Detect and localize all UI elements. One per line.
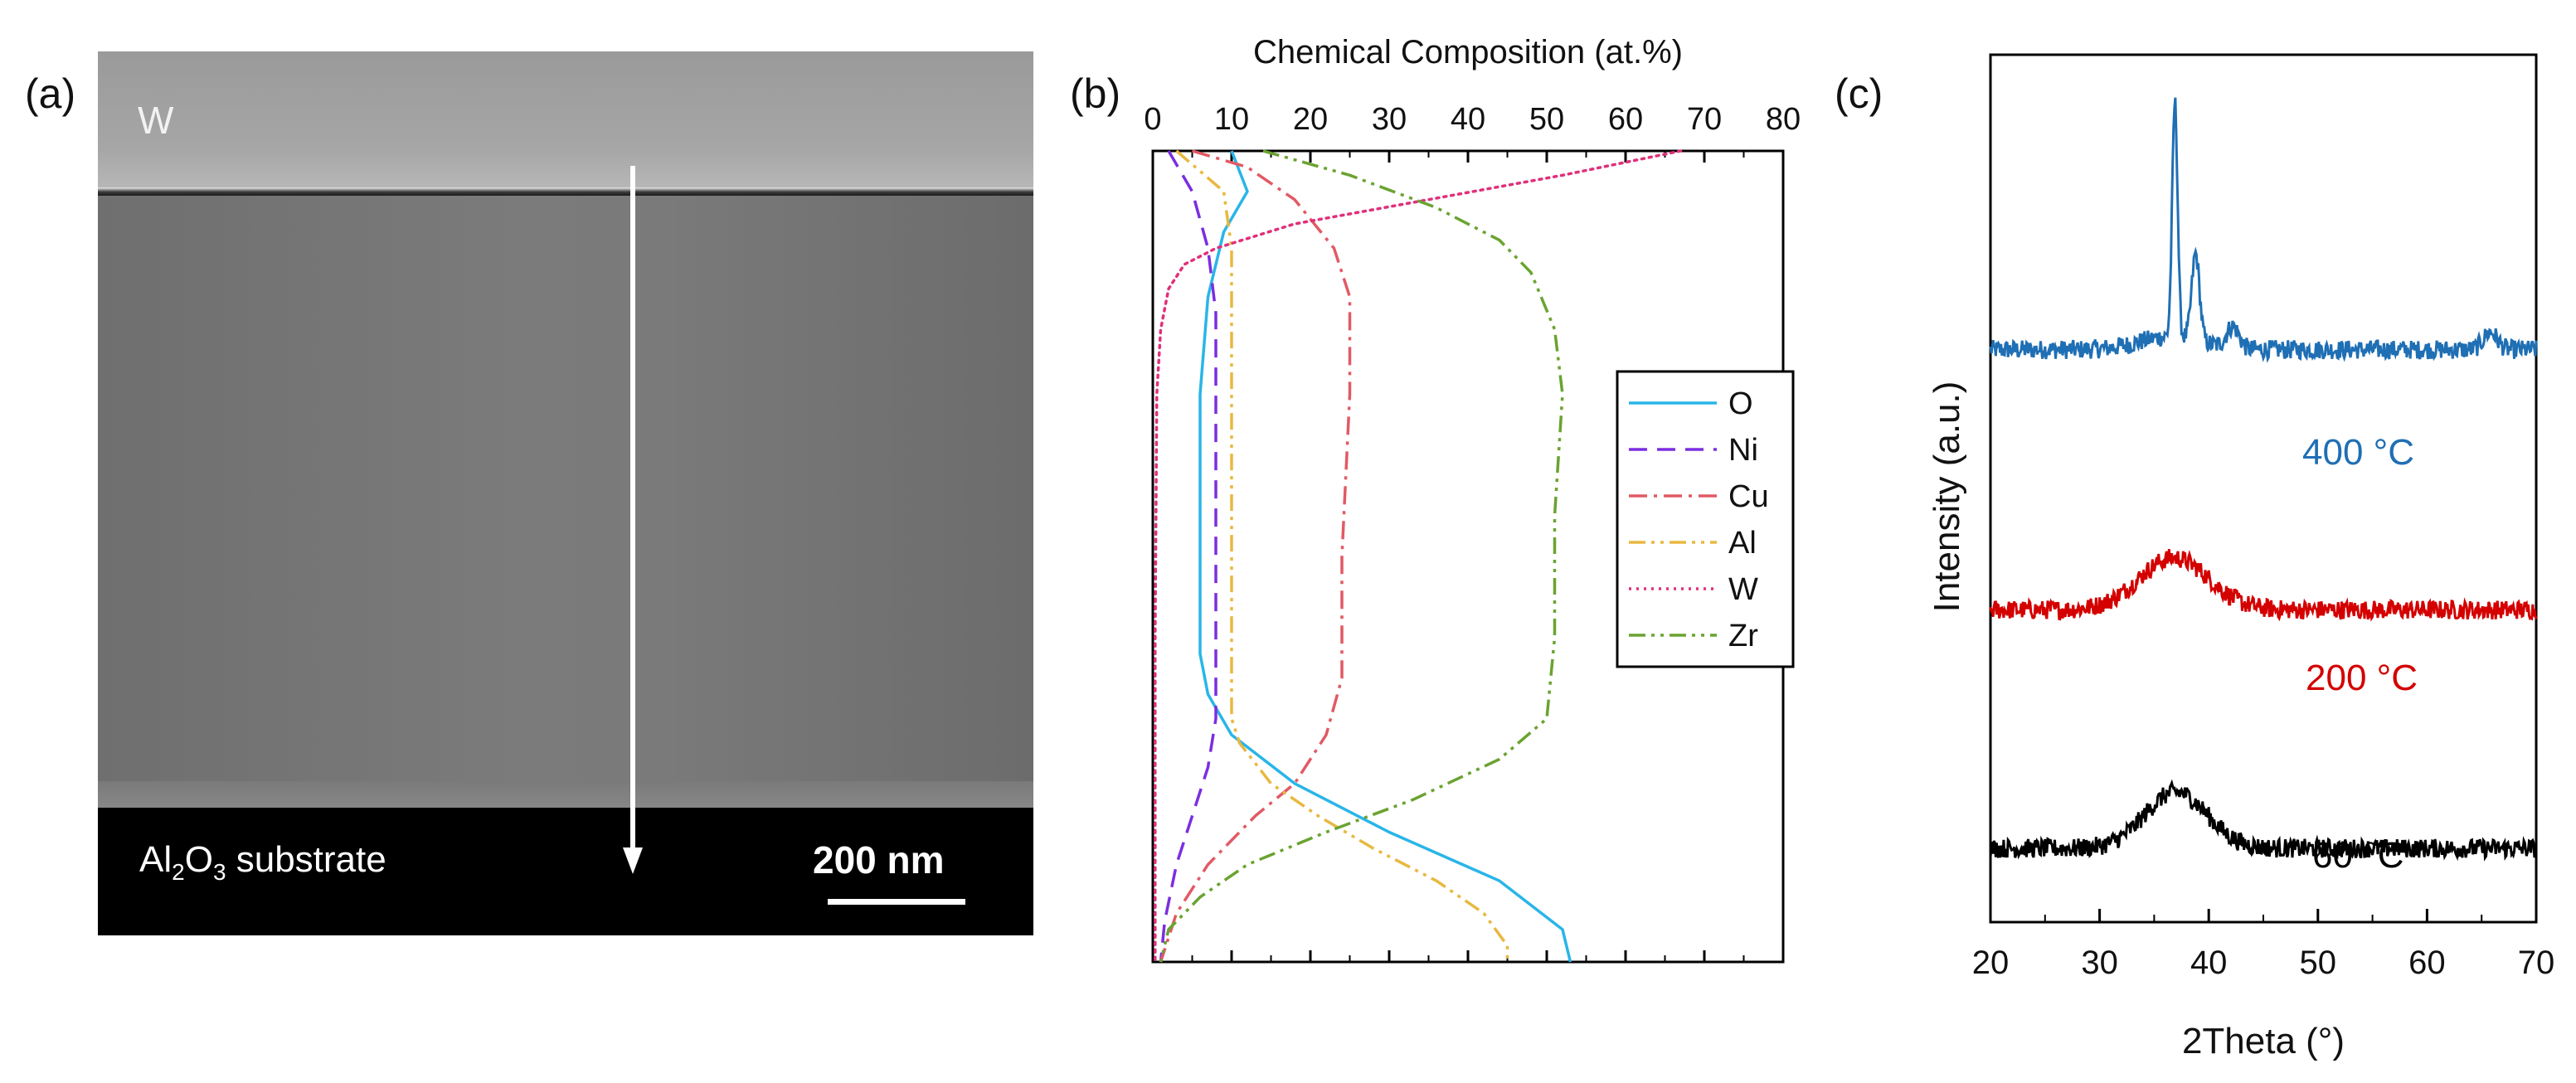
legend-label-w: W [1728, 572, 1758, 607]
film-interface [98, 187, 1033, 196]
x-tick-label-b-5: 50 [1529, 102, 1564, 137]
legend-label-cu: Cu [1728, 479, 1769, 514]
x-tick-label-b-7: 70 [1687, 102, 1722, 137]
x-tick-label-b-1: 10 [1214, 102, 1249, 137]
annotation-1: 200 °C [2306, 658, 2418, 698]
x-tick-label-c-1: 30 [2081, 945, 2118, 981]
xrd-trace-1 [1989, 549, 2538, 622]
series-line-cu [1159, 149, 1352, 963]
line-scan-arrow [623, 166, 643, 874]
legend-label-ni: Ni [1728, 433, 1758, 468]
x-tick-label-b-2: 20 [1293, 102, 1328, 137]
legend-label-zr: Zr [1728, 619, 1758, 653]
xrd-trace-2 [1989, 779, 2538, 862]
substrate-label: Al2O3 substrate [139, 839, 386, 885]
series-line-al [1175, 149, 1509, 962]
scale-bar-label: 200 nm [813, 838, 945, 881]
x-axis-label-c: 2Theta (°) [2182, 1021, 2345, 1061]
series-line-ni [1159, 150, 1218, 963]
x-tick-label-c-2: 40 [2190, 945, 2228, 981]
x-tick-label-b-4: 40 [1451, 102, 1485, 137]
plot-frame-c [1989, 53, 2538, 924]
x-axis-label-b: Chemical Composition (at.%) [1253, 34, 1683, 70]
xrd-trace-0 [1989, 97, 2538, 363]
x-tick-label-c-4: 60 [2408, 945, 2446, 981]
x-tick-label-b-8: 80 [1766, 102, 1801, 137]
annotation-0: 400 °C [2302, 432, 2414, 473]
w-layer-label: W [138, 99, 174, 142]
substrate-region [98, 808, 1033, 935]
annotation-2: 60 °C [2312, 835, 2404, 876]
sem-image: W Al2O3 substrate 200 nm [98, 51, 1033, 935]
series-line-o [1198, 150, 1572, 963]
panel-b-label: (b) [1070, 70, 1121, 117]
x-tick-label-b-3: 30 [1372, 102, 1407, 137]
x-tick-label-b-6: 60 [1608, 102, 1643, 137]
series-line-zr [1159, 149, 1564, 963]
legend-label-al: Al [1728, 526, 1757, 561]
legend-label-o: O [1728, 386, 1753, 421]
x-tick-label-c-0: 20 [1972, 945, 2010, 981]
panel-a-label: (a) [25, 70, 76, 117]
x-tick-label-c-5: 70 [2518, 945, 2555, 981]
hea-film [98, 196, 1033, 818]
panel-c-label: (c) [1835, 70, 1883, 117]
w-layer [98, 51, 1033, 191]
series-line-w [1154, 149, 1683, 964]
y-axis-label-c: Intensity (a.u.) [1927, 381, 1967, 613]
scale-bar [828, 899, 965, 905]
x-tick-label-b-0: 0 [1144, 102, 1161, 137]
x-tick-label-c-3: 50 [2300, 945, 2337, 981]
legend-box-b [1616, 370, 1795, 668]
